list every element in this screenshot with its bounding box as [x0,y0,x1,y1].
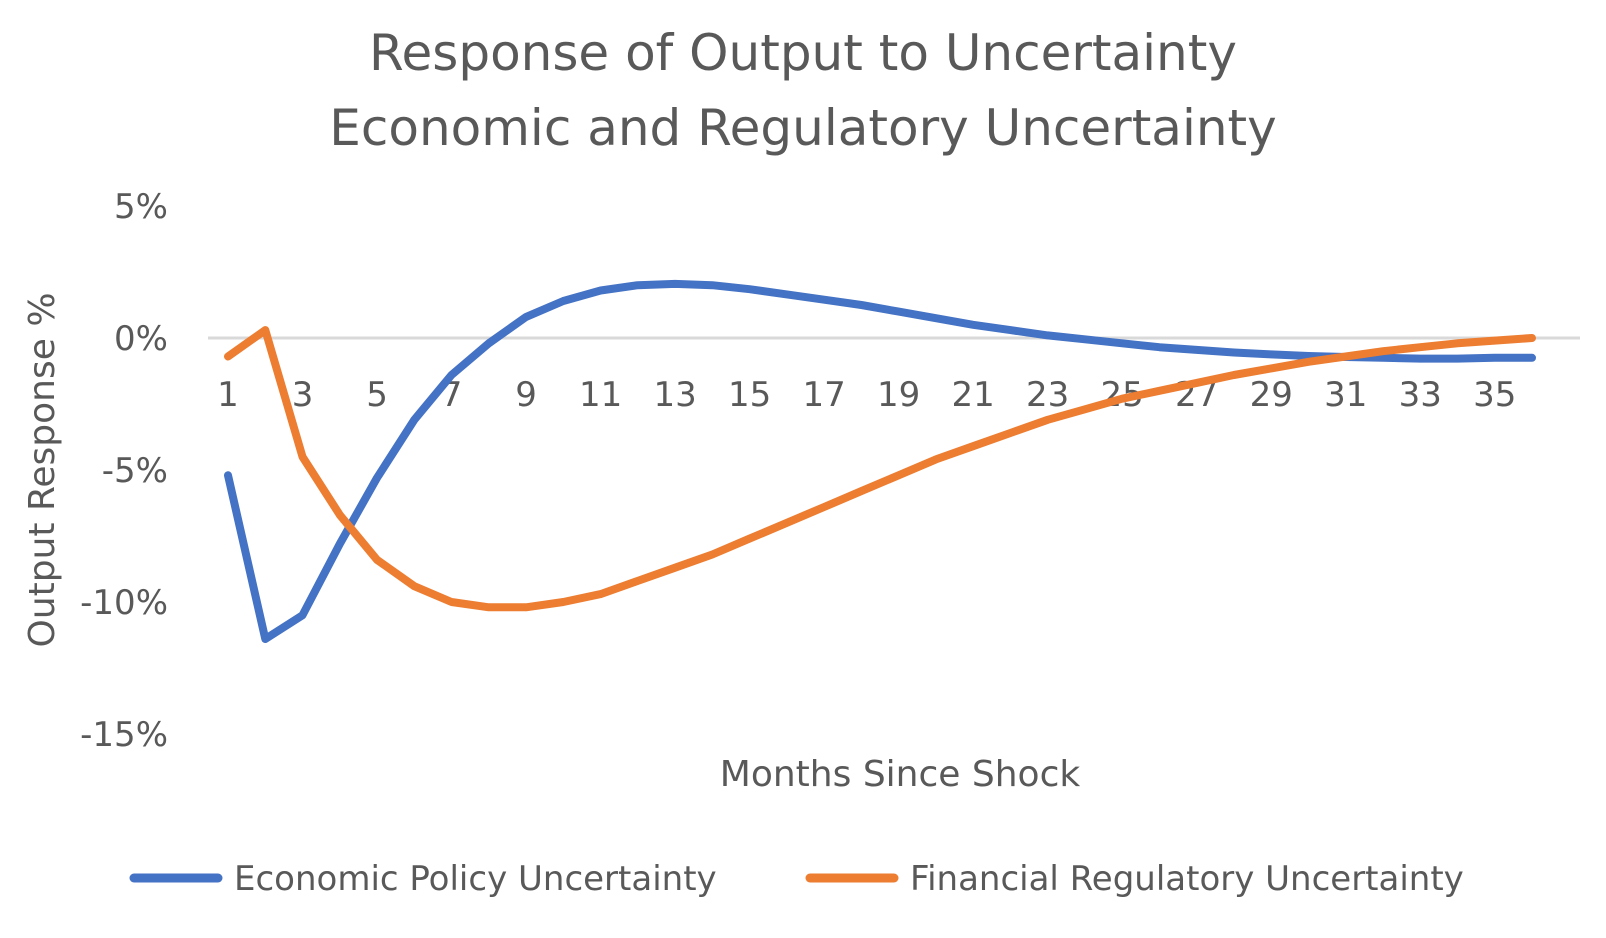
chart-subtitle: Economic and Regulatory Uncertainty [329,99,1276,157]
y-tick-label: -5% [102,451,168,491]
legend-label-1: Economic Policy Uncertainty [234,859,717,899]
series-lines [224,279,1536,643]
x-axis-ticks: 1 3 5 7 9 11 13 15 17 19 21 23 25 27 29 31 33 35 [217,375,1516,415]
y-tick-label: -15% [80,715,168,755]
x-tick-label: 33 [1399,375,1442,415]
legend: Economic Policy Uncertainty Financial Reg… [129,859,1464,899]
x-tick-label: 3 [292,375,314,415]
x-tick-label: 35 [1473,375,1516,415]
y-tick-label: 5% [114,187,168,227]
legend-label-2: Financial Regulatory Uncertainty [910,859,1464,899]
y-tick-label: 0% [114,319,168,359]
x-tick-label: 1 [217,375,239,415]
series-line-1 [224,279,1536,643]
x-tick-label: 17 [802,375,845,415]
series-line-2 [224,326,1536,612]
x-tick-label: 13 [653,375,696,415]
y-axis-title: Output Response % [22,292,63,647]
x-tick-label: 31 [1324,375,1367,415]
x-tick-label: 19 [877,375,920,415]
y-axis-ticks: 5% 0% -5% -10% -15% [80,187,168,755]
x-tick-label: 11 [579,375,622,415]
x-tick-label: 15 [728,375,771,415]
chart-title: Response of Output to Uncertainty [369,24,1237,82]
y-tick-label: -10% [80,583,168,623]
x-tick-label: 29 [1250,375,1293,415]
x-tick-label: 21 [952,375,995,415]
x-tick-label: 9 [515,375,537,415]
x-tick-label: 5 [366,375,388,415]
x-tick-label: 23 [1026,375,1069,415]
x-axis-title: Months Since Shock [720,754,1081,795]
